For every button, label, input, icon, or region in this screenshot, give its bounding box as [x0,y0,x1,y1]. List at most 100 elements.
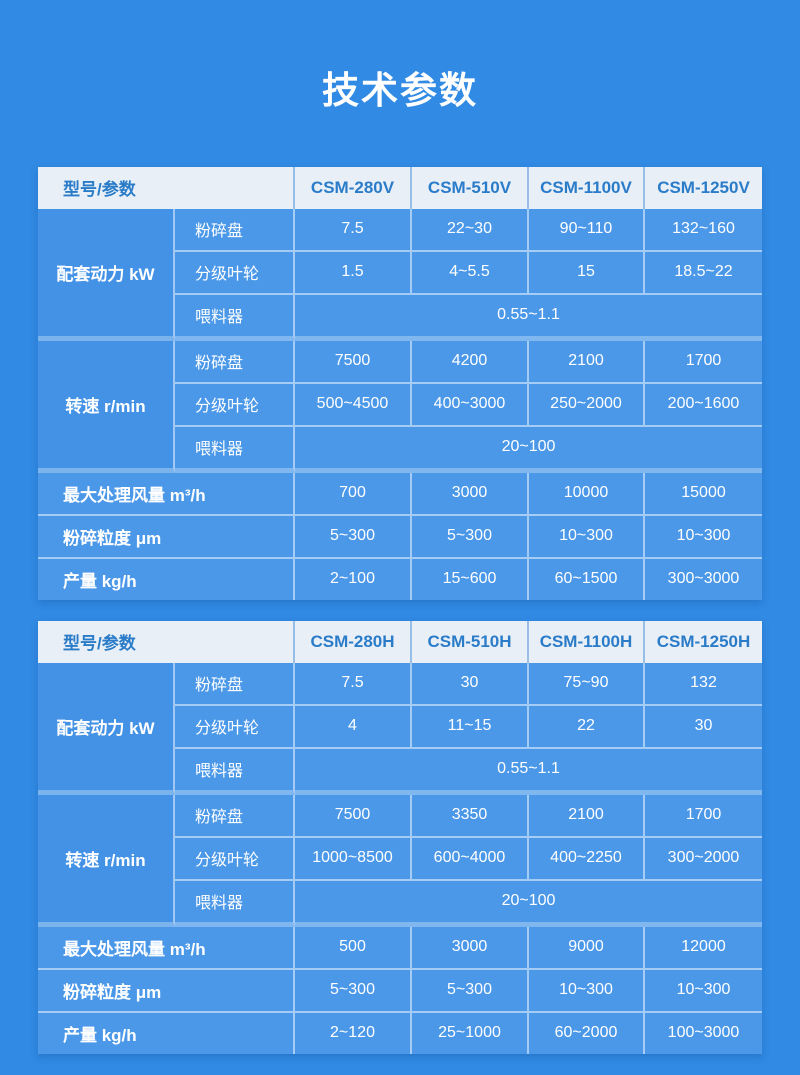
param-value-cell: 90~110 [529,208,645,252]
param-value-cell: 22 [529,705,645,749]
param-value-cell: 7500 [295,340,412,384]
param-value-cell: 15 [529,251,645,295]
param-value-cell: 1000~8500 [295,837,412,881]
param-value-cell: 2100 [529,794,645,838]
table-row: 分级叶轮 500~4500 400~3000 250~2000 200~1600 [38,383,762,427]
param-value-cell: 15~600 [412,558,529,600]
param-value-cell: 200~1600 [645,383,762,427]
table-row: 配套动力 kW 粉碎盘 7.5 30 75~90 132 [37,662,762,795]
row-label: 最大处理风量 m³/h [37,472,295,516]
param-value-cell: 30 [645,705,762,749]
param-value-cell: 15000 [645,472,762,516]
model-header: CSM-1250H [645,620,762,663]
param-value-cell: 30 [412,662,529,706]
model-header: CSM-1250V [645,166,762,209]
table-row: 喂料器 20~100 [38,426,762,473]
table-header-row: 型号/参数 CSM-280H CSM-510H CSM-1100H CSM-12… [37,620,762,663]
group-label: 配套动力 kW [37,662,175,795]
param-value-cell: 5~300 [295,969,412,1013]
row-label: 最大处理风量 m³/h [37,926,295,970]
param-value-cell: 7.5 [295,662,412,706]
param-value-cell: 9000 [529,926,645,970]
table-row: 最大处理风量 m³/h 700 3000 10000 15000 [37,472,762,516]
param-value-cell: 3350 [412,794,529,838]
param-value-cell: 132 [645,662,762,706]
table-row: 喂料器 0.55~1.1 [38,294,762,341]
param-value-cell: 2100 [529,340,645,384]
corner-header: 型号/参数 [37,166,295,209]
param-value-cell: 10~300 [645,515,762,559]
sub-param-label: 分级叶轮 [174,251,295,295]
table-header-row: 型号/参数 CSM-280V CSM-510V CSM-1100V CSM-12… [37,166,762,209]
param-value-cell: 60~1500 [529,558,645,600]
param-value-cell: 22~30 [412,208,529,252]
param-value-cell: 10~300 [645,969,762,1013]
span-value-cell: 20~100 [295,426,762,473]
param-value-cell: 3000 [412,472,529,516]
param-value-cell: 5~300 [412,969,529,1013]
model-header: CSM-280V [295,166,412,209]
param-value-cell: 400~3000 [412,383,529,427]
sub-param-label: 分级叶轮 [174,383,295,427]
group-label: 转速 r/min [37,340,175,473]
table-row: 粉碎粒度 μm 5~300 5~300 10~300 10~300 [37,515,762,559]
table-row: 最大处理风量 m³/h 500 3000 9000 12000 [37,926,762,970]
param-value-cell: 75~90 [529,662,645,706]
table-row: 喂料器 20~100 [38,880,762,927]
param-value-cell: 4 [295,705,412,749]
param-value-cell: 5~300 [412,515,529,559]
table-row: 配套动力 kW 粉碎盘 7.5 22~30 90~110 132~160 [37,208,762,341]
sub-param-label: 粉碎盘 [174,208,295,252]
param-value-cell: 10~300 [529,515,645,559]
param-value-cell: 10000 [529,472,645,516]
param-value-cell: 10~300 [529,969,645,1013]
table-row: 转速 r/min 粉碎盘 7500 4200 2100 1700 [37,340,762,473]
span-value-cell: 0.55~1.1 [295,748,762,795]
param-value-cell: 7.5 [295,208,412,252]
table-row: 产量 kg/h 2~100 15~600 60~1500 300~3000 [37,558,762,600]
param-value-cell: 500~4500 [295,383,412,427]
row-label: 粉碎粒度 μm [37,969,295,1013]
corner-header: 型号/参数 [37,620,295,663]
row-label: 产量 kg/h [37,558,295,600]
spec-table-v-series: 型号/参数 CSM-280V CSM-510V CSM-1100V CSM-12… [37,166,762,600]
param-value-cell: 400~2250 [529,837,645,881]
param-value-cell: 500 [295,926,412,970]
param-value-cell: 4200 [412,340,529,384]
sub-param-label: 粉碎盘 [174,340,295,384]
row-label: 粉碎粒度 μm [37,515,295,559]
param-value-cell: 11~15 [412,705,529,749]
spec-table-h-series: 型号/参数 CSM-280H CSM-510H CSM-1100H CSM-12… [37,620,762,1054]
param-value-cell: 3000 [412,926,529,970]
sub-param-label: 喂料器 [174,294,295,341]
table-row: 转速 r/min 粉碎盘 7500 3350 2100 1700 [37,794,762,927]
param-value-cell: 60~2000 [529,1012,645,1054]
table-row: 粉碎粒度 μm 5~300 5~300 10~300 10~300 [37,969,762,1013]
param-value-cell: 300~3000 [645,558,762,600]
table-row: 产量 kg/h 2~120 25~1000 60~2000 100~3000 [37,1012,762,1054]
sub-param-label: 喂料器 [174,748,295,795]
table-row: 分级叶轮 1000~8500 600~4000 400~2250 300~200… [38,837,762,881]
model-header: CSM-280H [295,620,412,663]
param-value-cell: 7500 [295,794,412,838]
sub-param-label: 喂料器 [174,426,295,473]
sub-param-label: 分级叶轮 [174,705,295,749]
param-value-cell: 300~2000 [645,837,762,881]
sub-param-label: 粉碎盘 [174,794,295,838]
param-value-cell: 4~5.5 [412,251,529,295]
model-header: CSM-1100V [529,166,645,209]
param-value-cell: 18.5~22 [645,251,762,295]
param-value-cell: 2~120 [295,1012,412,1054]
param-value-cell: 1.5 [295,251,412,295]
sub-param-label: 分级叶轮 [174,837,295,881]
page-title: 技术参数 [322,70,478,111]
span-value-cell: 0.55~1.1 [295,294,762,341]
param-value-cell: 1700 [645,794,762,838]
param-value-cell: 132~160 [645,208,762,252]
param-value-cell: 5~300 [295,515,412,559]
sub-param-label: 粉碎盘 [174,662,295,706]
param-value-cell: 12000 [645,926,762,970]
table-row: 喂料器 0.55~1.1 [38,748,762,795]
param-value-cell: 1700 [645,340,762,384]
model-header: CSM-510H [412,620,529,663]
